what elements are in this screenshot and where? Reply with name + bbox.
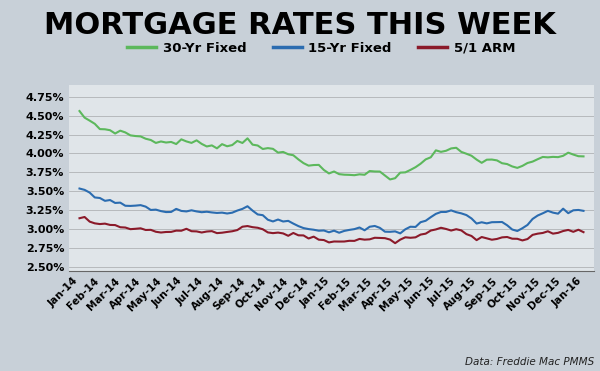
Text: Data: Freddie Mac PMMS: Data: Freddie Mac PMMS — [465, 357, 594, 367]
Legend: 30-Yr Fixed, 15-Yr Fixed, 5/1 ARM: 30-Yr Fixed, 15-Yr Fixed, 5/1 ARM — [122, 36, 520, 60]
Text: MORTGAGE RATES THIS WEEK: MORTGAGE RATES THIS WEEK — [44, 11, 556, 40]
